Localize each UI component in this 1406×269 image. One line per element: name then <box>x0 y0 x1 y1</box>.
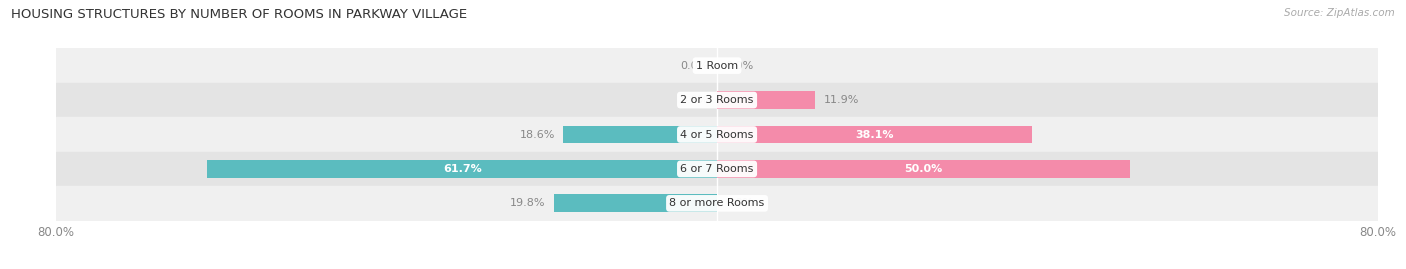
Text: 0.0%: 0.0% <box>681 61 709 71</box>
Bar <box>717 91 815 109</box>
Text: 0.0%: 0.0% <box>725 61 754 71</box>
Text: 19.8%: 19.8% <box>510 198 546 208</box>
Text: 4 or 5 Rooms: 4 or 5 Rooms <box>681 129 754 140</box>
Text: 0.0%: 0.0% <box>725 198 754 208</box>
Bar <box>564 126 717 143</box>
Text: 18.6%: 18.6% <box>520 129 555 140</box>
Bar <box>56 152 1378 186</box>
Text: 1 Room: 1 Room <box>696 61 738 71</box>
Bar <box>717 160 1130 178</box>
Text: 0.0%: 0.0% <box>681 95 709 105</box>
Bar <box>56 117 1378 152</box>
Text: 38.1%: 38.1% <box>855 129 894 140</box>
Text: 11.9%: 11.9% <box>824 95 859 105</box>
Bar <box>56 83 1378 117</box>
Bar <box>208 160 717 178</box>
Bar <box>56 48 1378 83</box>
Bar <box>717 126 1032 143</box>
Text: 61.7%: 61.7% <box>443 164 482 174</box>
Bar <box>554 194 717 212</box>
Text: 50.0%: 50.0% <box>904 164 942 174</box>
Text: HOUSING STRUCTURES BY NUMBER OF ROOMS IN PARKWAY VILLAGE: HOUSING STRUCTURES BY NUMBER OF ROOMS IN… <box>11 8 467 21</box>
Text: 8 or more Rooms: 8 or more Rooms <box>669 198 765 208</box>
Text: 2 or 3 Rooms: 2 or 3 Rooms <box>681 95 754 105</box>
Text: Source: ZipAtlas.com: Source: ZipAtlas.com <box>1284 8 1395 18</box>
Bar <box>56 186 1378 221</box>
Text: 6 or 7 Rooms: 6 or 7 Rooms <box>681 164 754 174</box>
